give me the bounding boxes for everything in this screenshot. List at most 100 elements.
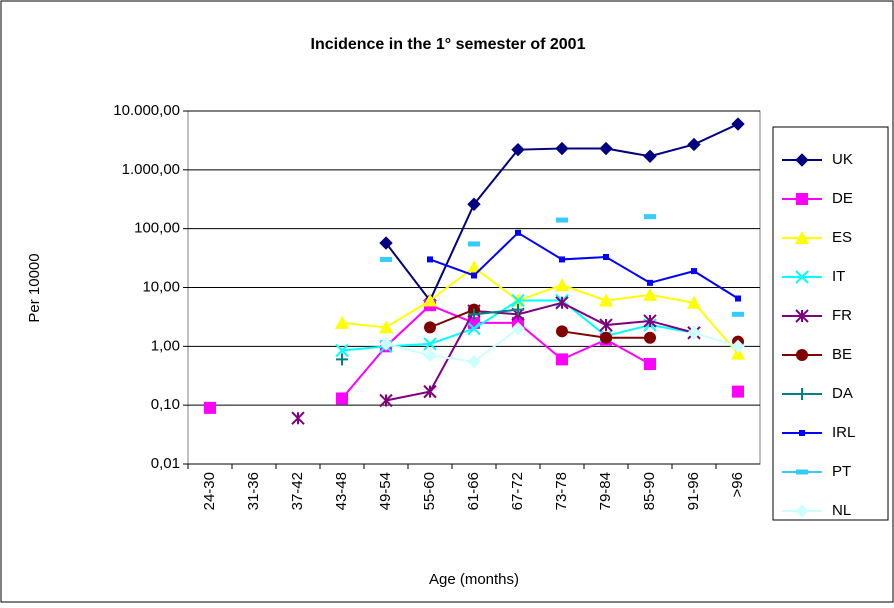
x-tick-label: 43-48 bbox=[333, 472, 350, 510]
legend-label: ES bbox=[832, 229, 852, 246]
data-point bbox=[559, 256, 565, 263]
data-point bbox=[647, 279, 653, 286]
data-point bbox=[556, 353, 568, 366]
data-point bbox=[731, 339, 745, 354]
y-tick-label: 100,00 bbox=[134, 220, 180, 237]
series-line bbox=[385, 327, 519, 363]
x-tick-label: 67-72 bbox=[509, 472, 526, 510]
series-line bbox=[341, 304, 651, 400]
data-point bbox=[467, 260, 481, 274]
data-point bbox=[687, 295, 701, 309]
x-tick-label: 37-42 bbox=[289, 472, 306, 510]
data-point bbox=[379, 236, 393, 250]
data-point bbox=[644, 358, 656, 371]
legend-marker bbox=[795, 153, 809, 167]
x-tick-label: 79-84 bbox=[597, 472, 614, 510]
data-point bbox=[291, 411, 305, 425]
data-point bbox=[691, 268, 697, 275]
data-point bbox=[600, 331, 612, 344]
data-point bbox=[643, 287, 657, 301]
data-point bbox=[556, 217, 568, 223]
chart-title: Incidence in the 1° semester of 2001 bbox=[311, 36, 586, 53]
data-point bbox=[511, 293, 525, 308]
data-point bbox=[379, 320, 393, 334]
legend-box bbox=[772, 126, 889, 521]
series-line bbox=[693, 331, 739, 348]
x-tick-label: 55-60 bbox=[421, 472, 438, 510]
data-point bbox=[732, 385, 744, 398]
data-point bbox=[511, 142, 525, 157]
data-point bbox=[467, 197, 481, 211]
legend-label: IT bbox=[832, 268, 845, 285]
x-tick-label: 31-36 bbox=[245, 472, 262, 510]
data-point bbox=[336, 392, 348, 405]
data-point bbox=[732, 311, 744, 317]
legend-label: DE bbox=[832, 190, 853, 207]
x-tick-label: 91-96 bbox=[685, 472, 702, 510]
y-tick-label: 10.000,00 bbox=[113, 102, 180, 119]
data-point bbox=[731, 346, 745, 360]
data-point bbox=[511, 321, 525, 336]
data-point bbox=[471, 272, 477, 279]
x-tick-label: 49-54 bbox=[377, 472, 394, 510]
x-tick-label: >96 bbox=[729, 472, 746, 497]
y-tick-label: 10,00 bbox=[142, 278, 180, 295]
data-point bbox=[555, 141, 569, 156]
data-point bbox=[379, 337, 393, 351]
data-point bbox=[643, 149, 657, 163]
legend-marker bbox=[796, 469, 808, 475]
data-point bbox=[335, 315, 349, 329]
legend-label: PT bbox=[832, 463, 851, 480]
data-point bbox=[427, 256, 433, 263]
data-point bbox=[379, 393, 393, 408]
y-tick-label: 1,00 bbox=[151, 337, 180, 354]
legend-marker bbox=[796, 193, 808, 205]
data-point bbox=[644, 214, 656, 220]
legend-label: NL bbox=[832, 502, 851, 519]
data-point bbox=[555, 278, 569, 292]
data-point bbox=[599, 318, 613, 332]
series-line bbox=[429, 231, 739, 300]
legend-marker bbox=[796, 349, 808, 361]
data-point bbox=[599, 141, 613, 156]
data-point bbox=[424, 321, 436, 334]
data-point bbox=[687, 137, 701, 152]
x-tick-label: 61-66 bbox=[465, 472, 482, 510]
series-line bbox=[429, 308, 475, 329]
data-point bbox=[468, 308, 480, 321]
legend-label: DA bbox=[832, 385, 853, 402]
series-line bbox=[341, 266, 739, 355]
legend-marker bbox=[795, 504, 809, 518]
series-line bbox=[385, 301, 695, 402]
data-point bbox=[735, 295, 741, 302]
data-point bbox=[555, 296, 569, 310]
y-axis-label: Per 10000 bbox=[26, 253, 43, 322]
legend-label: IRL bbox=[832, 424, 855, 441]
data-point bbox=[423, 293, 437, 307]
y-tick-label: 0,10 bbox=[151, 396, 180, 413]
data-point bbox=[423, 384, 437, 399]
data-point bbox=[204, 401, 216, 414]
data-point bbox=[423, 337, 437, 351]
data-point bbox=[687, 326, 701, 340]
legend-marker bbox=[795, 309, 809, 323]
data-point bbox=[336, 353, 348, 366]
legend-marker bbox=[799, 430, 805, 436]
x-tick-label: 24-30 bbox=[201, 472, 218, 510]
data-point bbox=[423, 348, 437, 363]
data-point bbox=[644, 331, 656, 344]
x-tick-label: 85-90 bbox=[641, 472, 658, 510]
x-axis-label: Age (months) bbox=[429, 571, 519, 588]
data-point bbox=[599, 293, 613, 307]
data-point bbox=[468, 241, 480, 247]
legend-label: UK bbox=[832, 151, 853, 168]
data-point bbox=[643, 314, 657, 328]
legend-marker bbox=[795, 270, 809, 284]
data-point bbox=[335, 343, 349, 358]
data-point bbox=[467, 321, 481, 336]
data-point bbox=[556, 325, 568, 338]
x-tick-label: 73-78 bbox=[553, 472, 570, 510]
data-point bbox=[512, 303, 524, 316]
